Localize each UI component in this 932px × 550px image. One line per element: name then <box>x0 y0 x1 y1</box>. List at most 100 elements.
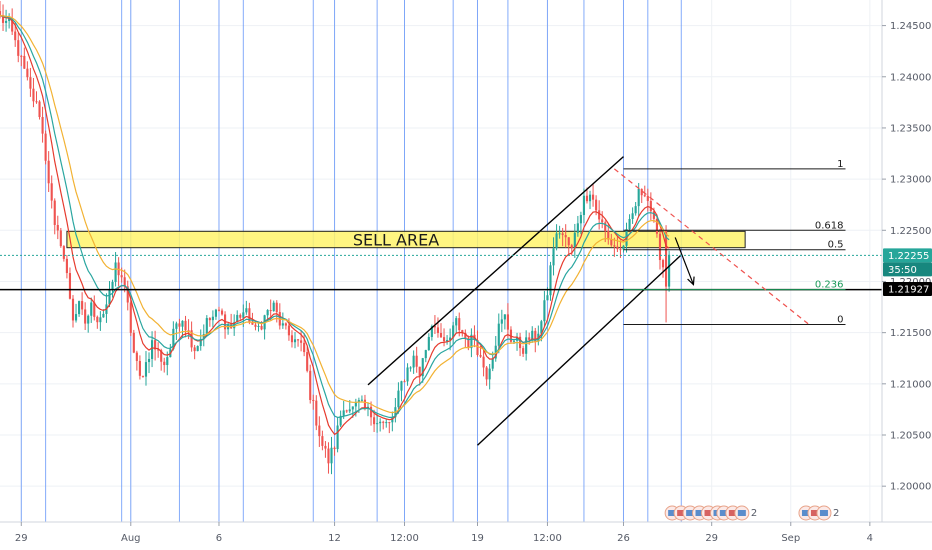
candle[interactable] <box>336 417 339 453</box>
candle[interactable] <box>558 225 561 239</box>
candle[interactable] <box>87 314 90 333</box>
candle[interactable] <box>655 214 659 238</box>
candle[interactable] <box>634 202 637 216</box>
candle[interactable] <box>44 130 47 165</box>
candle[interactable] <box>321 430 324 451</box>
candle[interactable] <box>8 13 11 29</box>
economic-event-marker[interactable]: 2 <box>716 505 757 521</box>
candle[interactable] <box>50 175 53 209</box>
candle[interactable] <box>144 351 148 386</box>
candle[interactable] <box>47 151 50 193</box>
candle[interactable] <box>540 319 543 342</box>
candle[interactable] <box>181 320 184 338</box>
candle[interactable] <box>406 363 409 386</box>
candle[interactable] <box>0 0 2 19</box>
candle[interactable] <box>643 185 646 198</box>
candle[interactable] <box>217 306 221 312</box>
candle[interactable] <box>108 281 111 308</box>
candle[interactable] <box>616 236 619 253</box>
candle[interactable] <box>157 342 160 358</box>
candle[interactable] <box>525 330 528 361</box>
candle[interactable] <box>90 297 93 323</box>
candle[interactable] <box>388 421 391 434</box>
candle[interactable] <box>573 223 576 258</box>
candle[interactable] <box>293 332 297 349</box>
candle[interactable] <box>543 290 546 327</box>
candle[interactable] <box>239 313 242 320</box>
candle[interactable] <box>309 364 312 404</box>
candle[interactable] <box>175 321 178 341</box>
candle[interactable] <box>582 188 586 223</box>
candle[interactable] <box>470 328 473 358</box>
candle[interactable] <box>74 303 78 323</box>
candle[interactable] <box>138 355 141 380</box>
candle[interactable] <box>564 224 567 248</box>
candle[interactable] <box>71 295 75 328</box>
candle[interactable] <box>93 295 96 321</box>
candle[interactable] <box>452 321 455 345</box>
candle[interactable] <box>14 22 17 47</box>
candle[interactable] <box>5 9 8 32</box>
candle[interactable] <box>318 416 321 447</box>
candle[interactable] <box>552 237 555 276</box>
candle[interactable] <box>1 4 5 32</box>
candle[interactable] <box>272 300 275 312</box>
candle[interactable] <box>208 317 211 327</box>
candle[interactable] <box>610 233 613 247</box>
candle[interactable] <box>400 380 403 402</box>
candle[interactable] <box>81 292 84 316</box>
candle[interactable] <box>123 269 126 293</box>
candle[interactable] <box>333 446 336 456</box>
candle[interactable] <box>549 261 552 301</box>
candle[interactable] <box>439 323 443 338</box>
candle[interactable] <box>412 350 415 374</box>
candle[interactable] <box>214 308 218 320</box>
candle[interactable] <box>132 329 135 354</box>
candle[interactable] <box>592 183 595 207</box>
candle[interactable] <box>68 267 72 300</box>
candle[interactable] <box>485 365 488 386</box>
candle[interactable] <box>585 187 589 204</box>
candle[interactable] <box>561 227 564 247</box>
candle[interactable] <box>193 344 196 360</box>
candle[interactable] <box>661 258 665 278</box>
candle[interactable] <box>376 412 379 433</box>
candle[interactable] <box>427 333 430 351</box>
candle[interactable] <box>379 418 382 432</box>
candle[interactable] <box>345 409 348 413</box>
candle[interactable] <box>163 357 166 373</box>
candle[interactable] <box>32 77 35 108</box>
candle[interactable] <box>339 410 342 428</box>
candle[interactable] <box>245 300 248 315</box>
candle[interactable] <box>35 91 38 104</box>
economic-event-marker[interactable]: 2 <box>664 505 706 521</box>
candle[interactable] <box>369 401 373 426</box>
candle[interactable] <box>147 352 151 374</box>
candle[interactable] <box>220 308 224 316</box>
candle[interactable] <box>284 322 287 330</box>
candle[interactable] <box>290 330 294 348</box>
candle[interactable] <box>196 345 199 352</box>
candle[interactable] <box>385 419 388 428</box>
candle[interactable] <box>576 215 579 237</box>
candle[interactable] <box>415 346 418 373</box>
price-badge-level[interactable]: 1.21927 <box>883 281 932 296</box>
candle[interactable] <box>476 330 479 357</box>
candle[interactable] <box>658 228 662 270</box>
candle[interactable] <box>449 328 452 351</box>
candle[interactable] <box>303 333 306 357</box>
candle[interactable] <box>455 316 458 333</box>
candle[interactable] <box>205 315 208 336</box>
candle[interactable] <box>65 254 68 279</box>
channel-trendline[interactable] <box>367 156 624 386</box>
candle[interactable] <box>488 363 491 390</box>
candle[interactable] <box>607 223 610 245</box>
candle[interactable] <box>26 61 29 81</box>
candle[interactable] <box>598 200 601 230</box>
candle[interactable] <box>315 395 318 431</box>
candle[interactable] <box>424 349 427 363</box>
price-badge-timer[interactable]: 35:50 <box>883 262 932 277</box>
candle[interactable] <box>601 211 604 229</box>
